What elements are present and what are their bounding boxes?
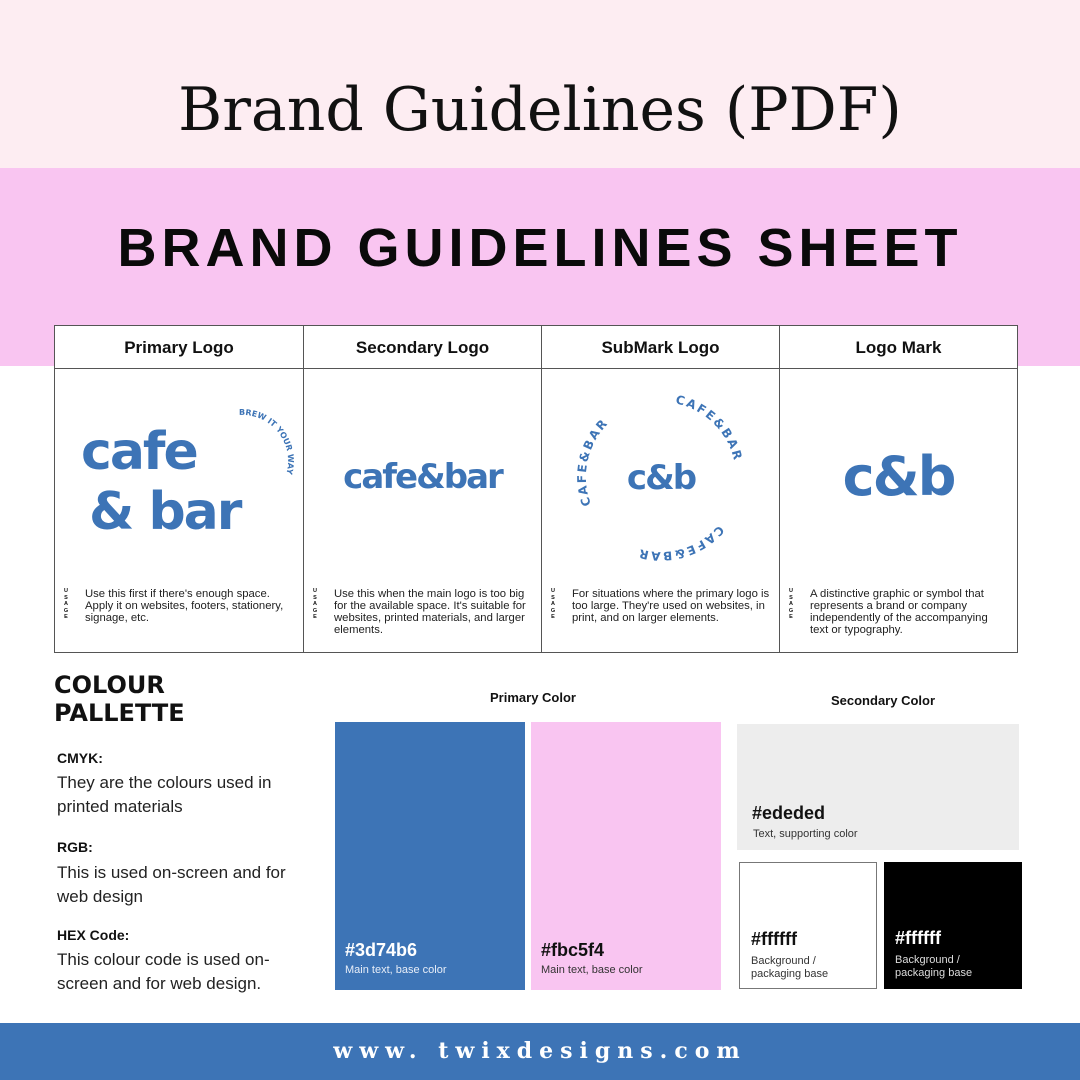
column-heading: Logo Mark: [780, 326, 1017, 369]
cmyk-text: They are the colours used in printed mat…: [57, 773, 272, 816]
submark-logo: CAFE&BAR CAFE&BAR CAFE&BAR c&b: [542, 369, 779, 584]
primary-color-label: Primary Color: [490, 690, 576, 705]
logo-table: Primary Logo cafe & bar BREW IT YOUR WAY…: [54, 325, 1018, 653]
swatch-gray: #ededed Text, supporting color: [737, 724, 1019, 850]
column-heading: SubMark Logo: [542, 326, 779, 369]
swatch-hex: #ffffff: [751, 929, 797, 949]
column-heading: Secondary Logo: [304, 326, 541, 369]
usage-description: A distinctive graphic or symbol that rep…: [810, 588, 988, 636]
swatch-white: #ffffff Background / packaging base: [739, 862, 877, 989]
svg-text:CAFE&BAR: CAFE&BAR: [674, 392, 745, 462]
palette-heading: COLOUR PALLETTE: [54, 671, 185, 727]
cmyk-label: CMYK:: [57, 750, 103, 766]
sheet-title: BRAND GUIDELINES SHEET: [117, 218, 963, 278]
rgb-text: This is used on-screen and for web desig…: [57, 863, 286, 906]
header-band: [0, 0, 1080, 168]
hex-text: This colour code is used on-screen and f…: [57, 950, 270, 993]
logo-mark-column: Logo Mark c&b U S A G E A distinctive gr…: [780, 326, 1017, 652]
swatch-hex: #ededed: [752, 803, 826, 823]
submark-logo-column: SubMark Logo CAFE&BAR CAFE&BAR CAFE&BAR …: [542, 326, 780, 652]
svg-text:CAFE&BAR: CAFE&BAR: [635, 522, 726, 562]
usage-label: U S A G E: [550, 588, 556, 620]
rgb-label: RGB:: [57, 839, 93, 855]
secondary-logo-column: Secondary Logo cafe&bar U S A G E Use th…: [304, 326, 542, 652]
swatch-desc: Text, supporting color: [753, 828, 858, 840]
secondary-color-label: Secondary Color: [830, 693, 936, 708]
usage-description: For situations where the primary logo is…: [572, 588, 770, 624]
secondary-logo: cafe&bar: [343, 456, 504, 497]
svg-text:& bar: & bar: [89, 482, 243, 542]
swatch-blue: #3d74b6 Main text, base color: [335, 722, 525, 990]
svg-text:CAFE&BAR: CAFE&BAR: [574, 415, 610, 508]
svg-text:cafe: cafe: [81, 422, 197, 482]
svg-text:c&b: c&b: [626, 458, 695, 498]
usage-label: U S A G E: [63, 588, 69, 620]
page-title: Brand Guidelines (PDF): [178, 75, 902, 145]
swatch-desc: Main text, base color: [345, 964, 447, 976]
swatch-hex: #3d74b6: [345, 940, 418, 960]
usage-description: Use this first if there's enough space. …: [85, 588, 284, 624]
swatch-black: #ffffff Background / packaging base: [884, 862, 1022, 989]
primary-logo: cafe & bar BREW IT YOUR WAY: [55, 369, 303, 584]
swatch-desc: Background / packaging base: [751, 955, 829, 980]
primary-logo-column: Primary Logo cafe & bar BREW IT YOUR WAY…: [55, 326, 304, 652]
svg-text:BREW IT YOUR WAY: BREW IT YOUR WAY: [239, 407, 295, 475]
usage-label: U S A G E: [312, 588, 318, 620]
logo-mark: c&b: [842, 445, 957, 508]
usage-label: U S A G E: [788, 588, 794, 620]
usage-description: Use this when the main logo is too big f…: [334, 588, 526, 636]
swatch-desc: Background / packaging base: [895, 954, 973, 979]
swatch-desc: Main text, base color: [541, 964, 643, 976]
swatch-pink: #fbc5f4 Main text, base color: [531, 722, 721, 990]
swatch-hex: #fbc5f4: [541, 940, 605, 960]
swatch-hex: #ffffff: [895, 928, 941, 948]
footer-website: www. twixdesigns.com: [0, 1023, 1080, 1080]
hex-label: HEX Code:: [57, 927, 130, 943]
column-heading: Primary Logo: [55, 326, 303, 369]
